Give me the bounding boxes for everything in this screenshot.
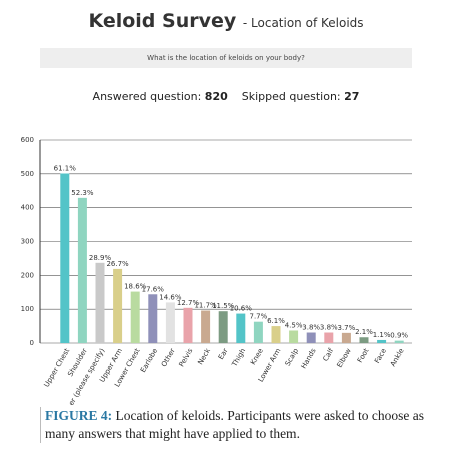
x-tick-label: Ear — [217, 347, 230, 361]
y-tick-label: 0 — [30, 339, 34, 347]
value-label: 11.5% — [212, 302, 235, 310]
answered: 820 — [204, 90, 228, 103]
bar — [201, 310, 211, 343]
x-tick-label: Scalp — [284, 347, 301, 368]
question: What is the location of keloids on your … — [40, 48, 412, 68]
x-tick-label: Knee — [249, 347, 265, 366]
value-label: 52.3% — [71, 189, 94, 197]
value-label: 12.7% — [177, 299, 200, 307]
bar — [253, 321, 263, 343]
bar — [183, 307, 193, 343]
y-tick-label: 100 — [21, 305, 34, 313]
stats: Answered question: 820 Skipped question:… — [0, 90, 452, 103]
x-tick-label: Elbow — [336, 347, 353, 369]
bar — [236, 313, 246, 343]
bar — [289, 330, 299, 343]
value-label: 18.6% — [124, 283, 147, 291]
value-label: 17.6% — [142, 285, 165, 293]
x-tick-label: Hands — [300, 347, 318, 370]
value-label: 3.8% — [302, 324, 320, 332]
bar — [359, 337, 369, 343]
x-tick-label: Face — [373, 347, 388, 365]
value-label: 61.1% — [54, 164, 77, 172]
x-tick-label: Pelvis — [178, 347, 195, 369]
value-label: 0.9% — [390, 332, 408, 340]
bar — [60, 173, 70, 343]
caption: FIGURE 4: Location of keloids. Participa… — [40, 407, 425, 443]
caption-label: FIGURE 4: — [45, 408, 113, 423]
x-tick-label: Earlobe — [139, 347, 159, 374]
x-tick-label: Foot — [356, 347, 371, 364]
x-tick-label: Neck — [196, 346, 212, 366]
bar — [218, 311, 228, 343]
bar — [130, 291, 140, 343]
chart: 0 100 200 300 400 500 600 61.1% Upper Chest 52.3%… — [21, 136, 412, 405]
y-tick-label: 200 — [21, 271, 34, 279]
y-tick-label: 500 — [21, 170, 34, 178]
skipped-label: Skipped question: — [241, 90, 341, 103]
bar — [377, 339, 387, 343]
bar — [165, 302, 175, 343]
value-label: 1.1% — [373, 331, 391, 339]
skipped: 27 — [344, 90, 360, 103]
value-label: 4.5% — [285, 321, 303, 329]
y-tick-label: 600 — [21, 136, 34, 144]
value-label: 26.7% — [106, 260, 129, 268]
x-tick-label: Calf — [322, 347, 336, 363]
value-label: 14.6% — [159, 293, 182, 301]
value-label: 7.7% — [250, 313, 268, 321]
bar — [306, 332, 316, 343]
answered-label: Answered question: — [92, 90, 202, 103]
bar — [148, 294, 158, 343]
y-tick-label: 400 — [21, 204, 34, 212]
x-tick-label: Upper Chest — [43, 347, 72, 389]
y-tick-label: 300 — [21, 238, 34, 246]
title: Keloid Survey — [88, 10, 237, 32]
bar — [324, 332, 334, 343]
bar — [113, 268, 123, 343]
subtitle: - Location of Keloids — [242, 16, 364, 30]
value-label: 10.6% — [230, 305, 253, 313]
bar — [271, 326, 281, 343]
bar — [341, 332, 351, 343]
value-label: 11.7% — [194, 302, 217, 310]
x-tick-label: Thigh — [230, 347, 247, 369]
value-label: 3.7% — [338, 324, 356, 332]
value-label: 3.8% — [320, 324, 338, 332]
title-row: Keloid Survey - Location of Keloids — [0, 10, 452, 32]
x-tick-label: Ankle — [389, 347, 406, 368]
bar — [77, 197, 87, 343]
bar — [394, 340, 404, 343]
x-tick-label: Other — [160, 347, 177, 368]
value-label: 28.9% — [89, 254, 112, 262]
caption-text: Location of keloids. Participants were a… — [45, 408, 425, 441]
bar — [95, 262, 105, 343]
value-label: 6.1% — [267, 317, 285, 325]
value-label: 2.1% — [355, 328, 373, 336]
